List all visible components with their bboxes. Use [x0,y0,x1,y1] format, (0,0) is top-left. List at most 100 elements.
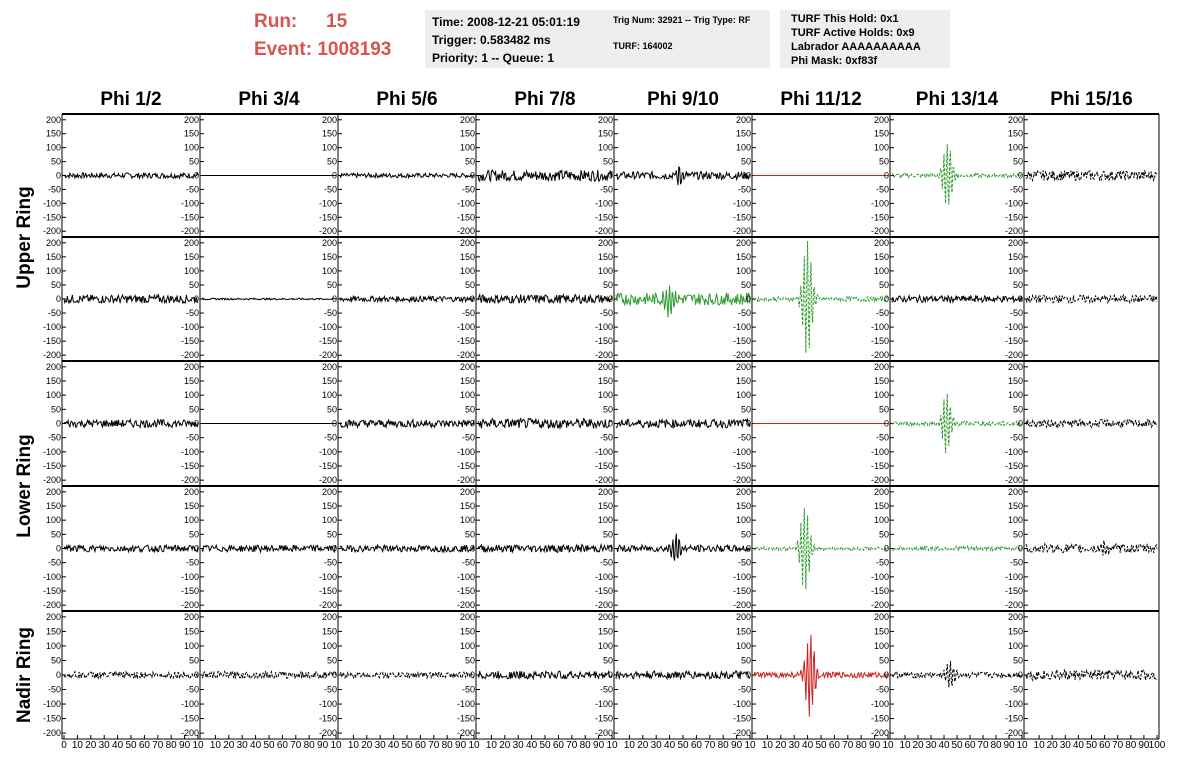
x-tick-label: 30 [237,740,249,751]
y-tick-label: -200 [319,475,337,485]
y-tick-label: -50 [186,308,199,318]
y-tick-label: 200 [874,487,889,497]
y-tick-label: 150 [184,129,199,139]
y-tick-label: -100 [1005,322,1023,332]
y-tick-label: 200 [736,487,751,497]
y-tick-label: 100 [598,266,613,276]
y-tick-label: 100 [736,266,751,276]
turf-hold-text: TURF This Hold: 0x1 [791,13,899,25]
y-tick-label: 100 [184,266,199,276]
y-tick-label: 0 [56,419,61,429]
y-tick-label: 150 [1008,252,1023,262]
x-tick-label: 90 [455,740,467,751]
y-tick-label: -150 [181,714,199,724]
y-tick-label: -150 [457,586,475,596]
y-tick-label: -100 [733,699,751,709]
y-tick-label: 0 [1018,171,1023,181]
y-tick-label: 0 [884,670,889,680]
y-tick-label: -150 [595,336,613,346]
y-tick-label: 100 [460,143,475,153]
y-tick-label: 50 [603,529,613,539]
y-tick-label: 50 [741,157,751,167]
y-tick-label: -150 [457,714,475,724]
x-tick-label: 70 [1112,740,1124,751]
y-tick-label: 100 [184,515,199,525]
x-tick-label: 40 [664,740,676,751]
y-tick-label: 0 [470,544,475,554]
waveform-trace [615,533,751,561]
y-tick-label: 200 [184,612,199,622]
y-tick-label: 100 [184,390,199,400]
waveform-trace [891,293,1023,304]
y-tick-label: -200 [595,226,613,236]
y-tick-label: 50 [1013,280,1023,290]
y-tick-label: -100 [319,572,337,582]
y-tick-label: 200 [46,238,61,248]
y-tick-label: -100 [733,322,751,332]
priority-text: Priority: 1 -- Queue: 1 [432,51,555,65]
x-tick-label: 70 [977,740,989,751]
y-tick-label: -50 [600,184,613,194]
y-tick-label: 0 [884,171,889,181]
y-tick-label: 100 [322,515,337,525]
y-tick-label: -50 [738,433,751,443]
turf-info-panel: TURF This Hold: 0x1 TURF Active Holds: 0… [780,10,950,68]
y-tick-label: 50 [51,404,61,414]
y-tick-label: 150 [184,626,199,636]
y-tick-label: 200 [46,362,61,372]
y-tick-label: -200 [1005,475,1023,485]
y-tick-label: -200 [43,226,61,236]
y-tick-label: -150 [733,336,751,346]
x-tick-label: 80 [718,740,730,751]
column-header: Phi 15/16 [1050,89,1132,110]
y-tick-label: -50 [48,558,61,568]
event-value: 1008193 [317,39,392,60]
y-tick-label: 150 [1008,376,1023,386]
y-tick-label: 200 [598,487,613,497]
y-tick-label: -150 [457,212,475,222]
y-tick-label: -50 [48,433,61,443]
y-tick-label: 50 [189,280,199,290]
y-tick-label: 0 [884,419,889,429]
y-tick-label: -50 [600,308,613,318]
y-tick-label: 50 [189,157,199,167]
y-tick-label: 100 [874,641,889,651]
x-tick-label: 50 [539,740,551,751]
y-tick-label: 0 [470,670,475,680]
y-tick-label: -150 [733,714,751,724]
y-tick-label: 100 [460,641,475,651]
y-tick-label: 100 [598,515,613,525]
x-tick-label: 10 [330,740,342,751]
y-tick-label: 50 [189,655,199,665]
y-tick-label: -150 [319,336,337,346]
y-tick-label: -200 [1005,350,1023,360]
y-tick-label: -150 [319,212,337,222]
y-tick-label: -50 [324,433,337,443]
waveform-trace [201,669,337,680]
x-tick-label: 30 [99,740,111,751]
y-tick-label: 100 [46,266,61,276]
y-tick-label: -100 [871,699,889,709]
y-tick-label: -200 [319,728,337,738]
y-tick-label: 200 [46,115,61,125]
y-tick-label: 200 [46,612,61,622]
y-tick-label: -50 [1010,558,1023,568]
y-tick-label: -50 [462,308,475,318]
y-tick-label: 100 [460,266,475,276]
y-tick-label: -150 [871,586,889,596]
y-tick-label: 50 [1013,655,1023,665]
y-tick-label: -150 [43,461,61,471]
y-tick-label: 0 [332,670,337,680]
y-tick-label: 50 [1013,529,1023,539]
y-tick-label: 0 [746,670,751,680]
y-tick-label: 200 [736,238,751,248]
y-tick-label: 50 [51,280,61,290]
y-tick-label: -50 [876,184,889,194]
y-tick-label: -200 [871,350,889,360]
y-tick-label: 0 [746,419,751,429]
y-tick-label: 0 [608,171,613,181]
column-header: Phi 3/4 [238,89,300,110]
waveform-trace [63,293,199,305]
x-tick-label: 50 [815,740,827,751]
phi-mask-text: Phi Mask: 0xf83f [791,55,878,67]
